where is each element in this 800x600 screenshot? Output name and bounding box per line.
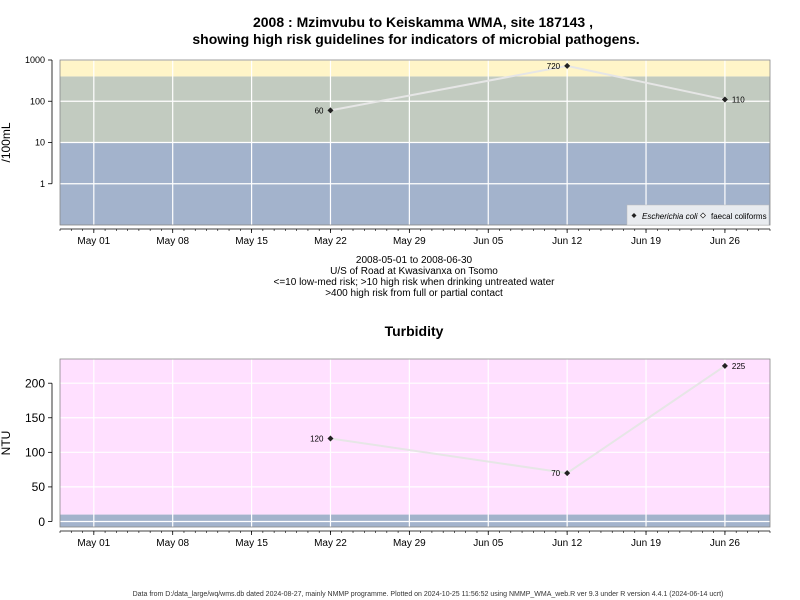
- x-tick-label: May 08: [156, 236, 189, 247]
- x-tick-label: Jun 26: [710, 538, 740, 549]
- y-tick-label: 150: [25, 411, 45, 425]
- risk-caption-contact: >400 high risk from full or partial cont…: [325, 288, 503, 299]
- x-tick-label: May 29: [393, 236, 426, 247]
- x-tick-label: May 22: [314, 538, 347, 549]
- y-axis-label: /100mL: [0, 122, 13, 162]
- data-label: 70: [551, 469, 560, 478]
- y-tick-label: 50: [32, 480, 46, 494]
- data-label: 110: [732, 96, 745, 105]
- risk-caption-drinking: <=10 low-med risk; >10 high risk when dr…: [274, 277, 556, 288]
- y-tick-label: 0: [38, 515, 45, 529]
- x-tick-label: Jun 12: [552, 236, 582, 247]
- data-point: [721, 96, 728, 103]
- y-tick-label: 100: [30, 96, 45, 106]
- legend-marker-faecal: [700, 212, 706, 219]
- y-axis-label: NTU: [0, 431, 13, 456]
- legend-marker-ecoli: [631, 213, 637, 218]
- x-tick-label: Jun 05: [473, 538, 503, 549]
- date-range-caption: 2008-05-01 to 2008-06-30: [356, 255, 473, 266]
- x-tick-label: Jun 26: [710, 236, 740, 247]
- x-tick-label: May 29: [393, 538, 426, 549]
- plot-frame: [59, 358, 771, 528]
- y-tick-label: 1000: [25, 55, 45, 65]
- data-point: [327, 435, 334, 442]
- data-point: [564, 62, 571, 69]
- legend-label-ecoli: Escherichia coli: [642, 212, 698, 221]
- data-label: 720: [547, 62, 561, 71]
- x-tick-label: Jun 19: [631, 538, 661, 549]
- x-tick-label: May 08: [156, 538, 189, 549]
- data-label: 120: [310, 435, 324, 444]
- x-tick-label: May 15: [235, 538, 268, 549]
- y-tick-label: 1: [40, 179, 45, 189]
- footer-note: Data from D:/data_large/wq/wms.db dated …: [133, 591, 724, 598]
- y-tick-label: 10: [35, 138, 45, 148]
- y-tick-label: 100: [25, 446, 45, 460]
- x-tick-label: May 01: [77, 538, 110, 549]
- turbidity-panel: 0 50 100 150 200 NTU May 01 May 08 May 15 May 22 M…: [0, 358, 771, 549]
- turbidity-title: Turbidity: [385, 323, 444, 339]
- chart-title-line2: showing high risk guidelines for indicat…: [192, 31, 639, 47]
- data-label: 225: [732, 362, 746, 371]
- chart-title-line1: 2008 : Mzimvubu to Keiskamma WMA, site 1…: [253, 14, 593, 30]
- legend-label-faecal: faecal coliforms: [711, 212, 767, 221]
- risk-band: [60, 514, 770, 527]
- x-tick-label: May 15: [235, 236, 268, 247]
- x-tick-label: May 22: [314, 236, 347, 247]
- risk-band: [60, 60, 770, 77]
- y-tick-label: 200: [25, 376, 45, 390]
- risk-band: [60, 359, 770, 515]
- site-caption: U/S of Road at Kwasivanxa on Tsomo: [330, 266, 498, 277]
- x-tick-label: May 01: [77, 236, 110, 247]
- risk-band: [60, 76, 770, 143]
- data-point: [564, 470, 571, 477]
- data-label: 60: [315, 106, 324, 115]
- legend-box: [626, 204, 770, 226]
- x-tick-label: Jun 12: [552, 538, 582, 549]
- x-tick-label: Jun 19: [631, 236, 661, 247]
- data-point: [327, 107, 334, 114]
- plot-frame: [59, 59, 771, 226]
- x-tick-label: Jun 05: [473, 236, 503, 247]
- data-point: [721, 362, 728, 369]
- legend: Escherichia coli faecal coliforms: [626, 204, 770, 226]
